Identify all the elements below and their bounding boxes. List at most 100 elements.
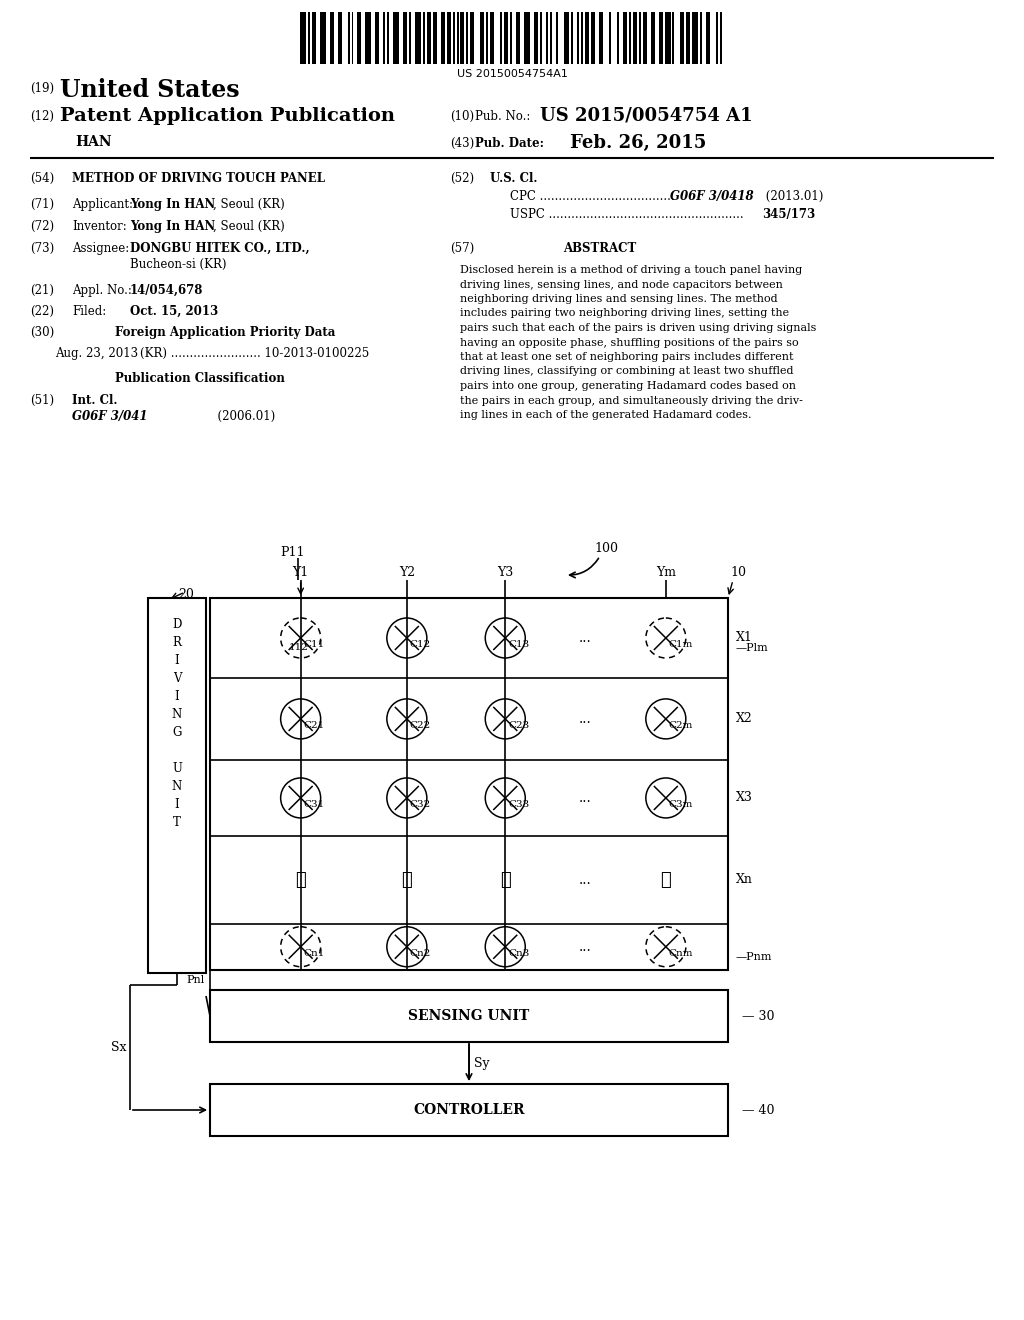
Text: ...: ... xyxy=(580,791,592,805)
Bar xyxy=(423,12,425,63)
Text: Bucheon-si (KR): Bucheon-si (KR) xyxy=(130,257,226,271)
Bar xyxy=(609,12,611,63)
Bar xyxy=(440,12,444,63)
Bar xyxy=(486,12,488,63)
Bar xyxy=(148,598,206,973)
Bar xyxy=(686,12,690,63)
Bar xyxy=(383,12,385,63)
Bar xyxy=(461,12,465,63)
Bar xyxy=(403,12,407,63)
Bar xyxy=(393,12,399,63)
Text: 345/173: 345/173 xyxy=(762,209,815,220)
Text: ...: ... xyxy=(580,940,592,954)
Bar xyxy=(700,12,702,63)
Text: CPC ....................................: CPC .................................... xyxy=(510,190,675,203)
Bar xyxy=(347,12,349,63)
Text: ing lines in each of the generated Hadamard codes.: ing lines in each of the generated Hadam… xyxy=(460,411,752,420)
Bar xyxy=(639,12,641,63)
Bar xyxy=(319,12,326,63)
Text: (12): (12) xyxy=(30,110,54,123)
Bar xyxy=(633,12,637,63)
Bar xyxy=(591,12,595,63)
Text: Patent Application Publication: Patent Application Publication xyxy=(60,107,395,125)
Text: Sx: Sx xyxy=(112,1041,127,1053)
Text: USPC ....................................................: USPC ...................................… xyxy=(510,209,743,220)
Text: Yong In HAN: Yong In HAN xyxy=(130,220,215,234)
Text: I: I xyxy=(175,690,179,704)
Text: N: N xyxy=(172,780,182,793)
Bar xyxy=(433,12,436,63)
Text: Foreign Application Priority Data: Foreign Application Priority Data xyxy=(115,326,336,339)
Bar xyxy=(540,12,542,63)
Text: G06F 3/0418: G06F 3/0418 xyxy=(670,190,754,203)
Text: (73): (73) xyxy=(30,242,54,255)
Text: Applicant:: Applicant: xyxy=(72,198,133,211)
Text: the pairs in each group, and simultaneously driving the driv-: the pairs in each group, and simultaneou… xyxy=(460,396,803,405)
Text: CONTROLLER: CONTROLLER xyxy=(414,1104,524,1117)
Bar xyxy=(680,12,684,63)
Text: (30): (30) xyxy=(30,326,54,339)
Text: C33: C33 xyxy=(508,800,529,809)
Bar xyxy=(490,12,495,63)
Text: Cn3: Cn3 xyxy=(508,949,529,958)
Bar xyxy=(308,12,310,63)
Text: neighboring driving lines and sensing lines. The method: neighboring driving lines and sensing li… xyxy=(460,294,777,304)
Text: (51): (51) xyxy=(30,393,54,407)
Text: X3: X3 xyxy=(736,792,753,804)
Text: C2m: C2m xyxy=(669,721,693,730)
Text: C32: C32 xyxy=(410,800,431,809)
Text: V: V xyxy=(173,672,181,685)
Text: C1m: C1m xyxy=(669,640,693,649)
Text: Y1: Y1 xyxy=(293,566,309,579)
Bar xyxy=(673,12,675,63)
Bar xyxy=(546,12,548,63)
Text: (22): (22) xyxy=(30,305,54,318)
Bar xyxy=(470,12,474,63)
Bar xyxy=(300,12,306,63)
Bar xyxy=(599,12,603,63)
Text: (52): (52) xyxy=(450,172,474,185)
Text: Ym: Ym xyxy=(655,566,676,579)
Text: ABSTRACT: ABSTRACT xyxy=(563,242,637,255)
Text: , Seoul (KR): , Seoul (KR) xyxy=(213,220,285,234)
Text: —Pnm: —Pnm xyxy=(736,952,772,962)
Text: (2006.01): (2006.01) xyxy=(180,411,275,422)
Bar xyxy=(692,12,698,63)
Text: C22: C22 xyxy=(410,721,431,730)
Text: ⋮: ⋮ xyxy=(500,871,511,888)
Text: Pnl: Pnl xyxy=(186,975,205,985)
Text: Pub. Date:: Pub. Date: xyxy=(475,137,544,150)
Text: (57): (57) xyxy=(450,242,474,255)
Text: ⋮: ⋮ xyxy=(295,871,306,888)
Bar xyxy=(210,990,728,1041)
Text: C11: C11 xyxy=(304,640,325,649)
Text: ⋮: ⋮ xyxy=(401,871,413,888)
Text: 20: 20 xyxy=(178,587,194,601)
Bar xyxy=(387,12,389,63)
Text: N: N xyxy=(172,708,182,721)
Bar xyxy=(453,12,455,63)
Bar xyxy=(578,12,580,63)
Text: Pub. No.:: Pub. No.: xyxy=(475,110,530,123)
Text: Cnm: Cnm xyxy=(669,949,693,958)
Bar xyxy=(665,12,671,63)
Bar xyxy=(516,12,520,63)
Text: T: T xyxy=(173,816,181,829)
Text: R: R xyxy=(173,636,181,649)
Text: , Seoul (KR): , Seoul (KR) xyxy=(213,198,285,211)
Text: — 40: — 40 xyxy=(742,1104,774,1117)
Text: G06F 3/041: G06F 3/041 xyxy=(72,411,147,422)
Text: (43): (43) xyxy=(450,137,474,150)
Bar xyxy=(586,12,589,63)
Text: ...: ... xyxy=(580,631,592,645)
Text: I: I xyxy=(175,653,179,667)
Text: U.S. Cl.: U.S. Cl. xyxy=(490,172,538,185)
Text: 112: 112 xyxy=(289,643,308,652)
Text: Filed:: Filed: xyxy=(72,305,106,318)
Text: driving lines, sensing lines, and node capacitors between: driving lines, sensing lines, and node c… xyxy=(460,280,783,289)
Bar xyxy=(409,12,411,63)
Text: 100: 100 xyxy=(594,543,618,554)
Text: U: U xyxy=(172,762,182,775)
Text: Appl. No.:: Appl. No.: xyxy=(72,284,132,297)
Text: pairs such that each of the pairs is driven using driving signals: pairs such that each of the pairs is dri… xyxy=(460,323,816,333)
